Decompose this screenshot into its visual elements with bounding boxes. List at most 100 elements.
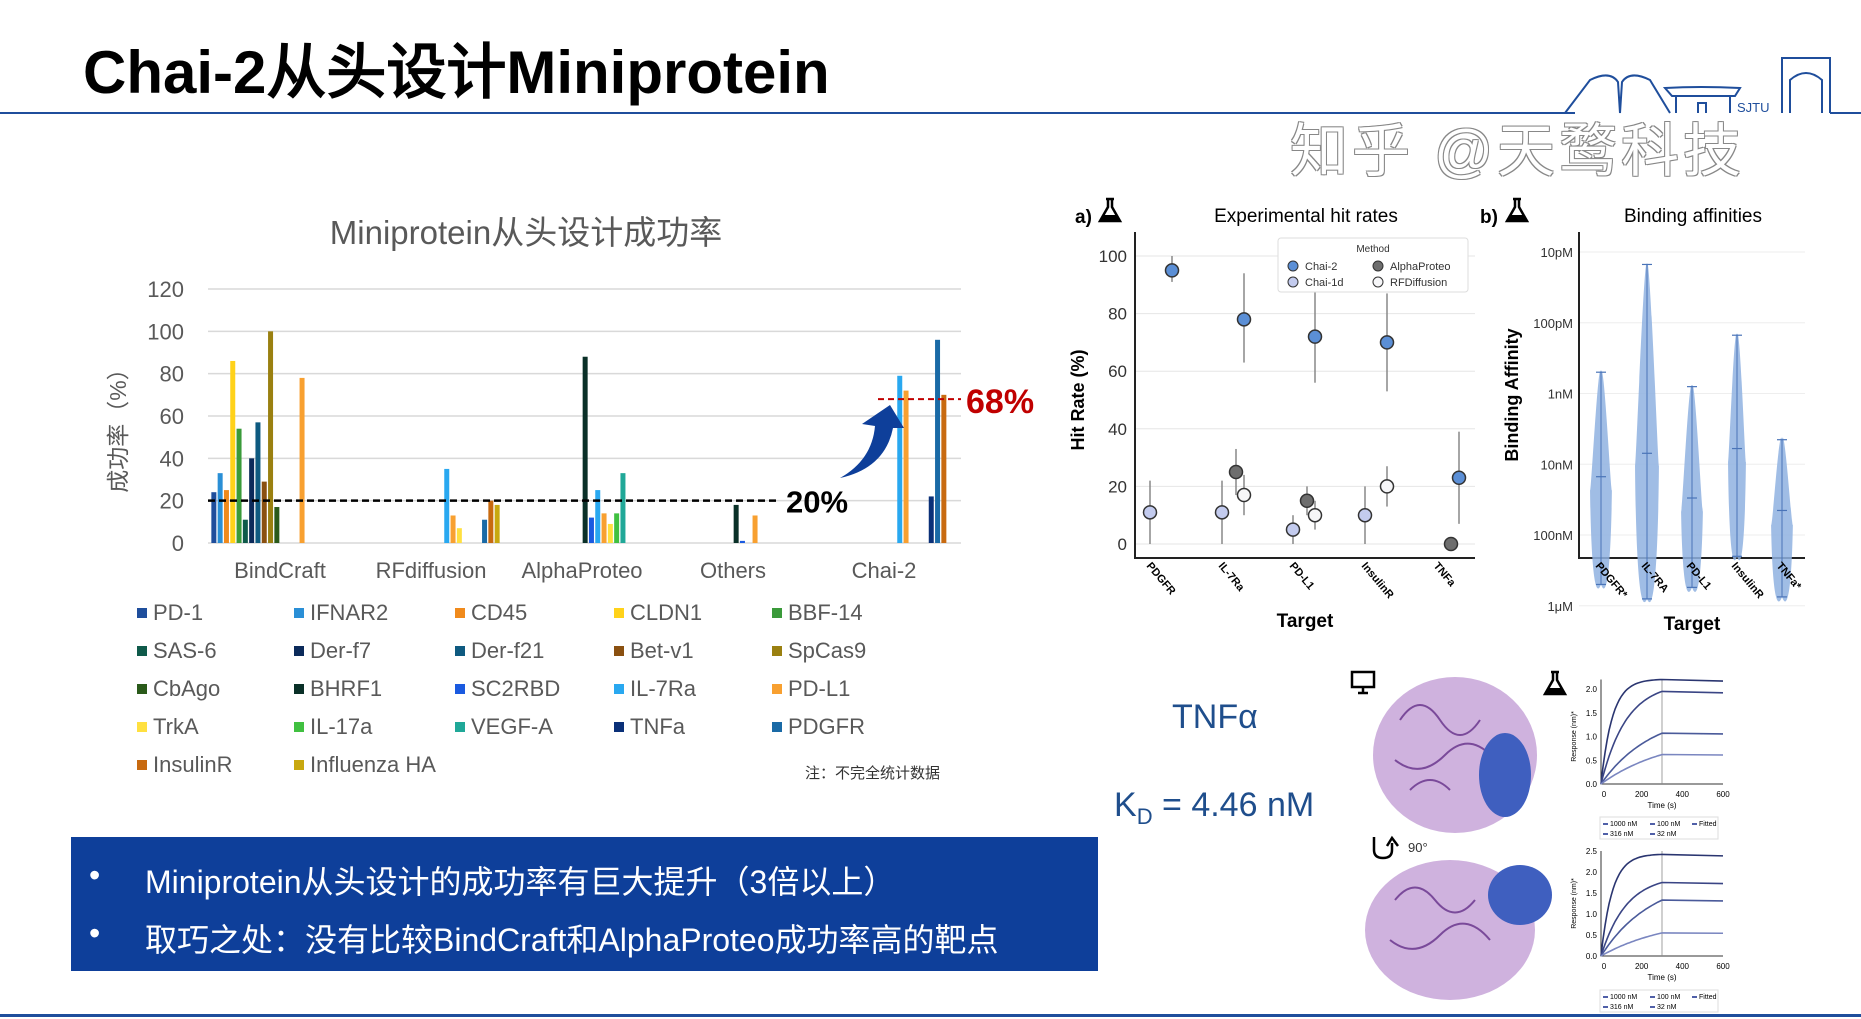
legend-label: 32 nM: [1657, 831, 1677, 838]
response-curve: [1600, 732, 1724, 785]
legend-swatch: [137, 684, 147, 694]
point-chai-2: [1164, 263, 1180, 278]
legend-label: Chai-1d: [1305, 277, 1344, 289]
x-category-label: Others: [700, 558, 766, 583]
legend-label: Chai-2: [1305, 261, 1337, 273]
x-axis-label: Target: [1664, 614, 1721, 635]
x-category-label: RFdiffusion: [376, 558, 487, 583]
y-tick-label: 2.0: [1586, 685, 1598, 694]
hit-rate-chart: a) Experimental hit rates 0 20 40 60 80 100 Hit …: [1068, 197, 1475, 632]
bar-sc2rbd: [739, 540, 745, 543]
bar-bhrf1: [733, 504, 739, 543]
legend-label: Influenza HA: [310, 752, 436, 777]
x-tick-label: InsulinR: [1359, 560, 1396, 601]
legend-label: Fitted: [1699, 821, 1717, 828]
x-category-label: Chai-2: [852, 558, 917, 583]
flask-liquid: [1545, 688, 1565, 694]
legend-label: CLDN1: [630, 600, 703, 625]
response-curve: [1600, 678, 1724, 785]
y-tick-label: 20: [1108, 477, 1127, 496]
bullet-item: • 取巧之处：没有比较BindCraft和AlphaProteo成功率高的靶点: [89, 915, 999, 961]
legend-label: PD-L1: [788, 676, 851, 701]
legend-title: Method: [1356, 244, 1389, 255]
point-alphaproteo: [1299, 493, 1315, 509]
y-tick-label: 80: [1108, 305, 1127, 324]
kd-symbol: K: [1114, 786, 1137, 824]
legend-label: RFDiffusion: [1390, 277, 1447, 289]
response-curve: [1600, 881, 1724, 957]
y-tick-label: 1nM: [1548, 387, 1573, 402]
y-tick-label: 0.0: [1586, 780, 1598, 789]
legend-label: Bet-v1: [630, 638, 694, 663]
point-chai-1d: [1357, 507, 1373, 523]
point-chai-1d: [1214, 505, 1230, 520]
bar-bet-v1: [261, 481, 267, 543]
y-tick-label: 1.0: [1586, 910, 1598, 919]
legend-label: InsulinR: [153, 752, 233, 777]
bar-pdgfr: [482, 519, 488, 543]
legend-swatch: [455, 646, 465, 656]
x-tick-label: 200: [1635, 962, 1649, 971]
y-tick-label: 0: [1118, 535, 1127, 554]
legend-item: InsulinR: [137, 752, 232, 778]
legend-label: 1000 nM: [1610, 821, 1637, 828]
y-tick-label: 100pM: [1533, 316, 1573, 331]
bar-der-f21: [255, 422, 261, 543]
flask-liquid: [1507, 215, 1527, 221]
legend-marker: [1372, 260, 1384, 272]
point-rfdiffusion: [1379, 479, 1395, 494]
legend-label: SpCas9: [788, 638, 867, 663]
legend-box: [1599, 989, 1719, 1013]
legend-swatch: [772, 608, 782, 618]
bar-pd-l1: [299, 377, 305, 543]
legend-label: TrkA: [153, 714, 199, 739]
legend-label: CbAgo: [153, 676, 221, 701]
kd-number: = 4.46 nM: [1152, 786, 1315, 824]
legend-item: BHRF1: [294, 676, 382, 702]
axes: [1578, 232, 1805, 559]
legend-marker: [1287, 260, 1299, 272]
legend-item: CLDN1: [614, 600, 702, 626]
x-axis-label: Target: [1277, 611, 1334, 632]
bar-il-7ra: [444, 468, 450, 543]
legend-swatch: [294, 608, 304, 618]
kd-value: KD = 4.46 nM: [1114, 786, 1314, 830]
legend-item: Der-f7: [294, 638, 371, 664]
bar-pd-l1: [601, 513, 607, 543]
bar-influenza-ha: [494, 504, 500, 543]
bar-pd-l1: [903, 390, 909, 543]
legend-label: 100 nM: [1657, 994, 1681, 1001]
legend-label: 1000 nM: [1610, 994, 1637, 1001]
y-tick-label: 1μM: [1547, 599, 1573, 614]
protein-structures: 90°: [1350, 670, 1552, 1000]
legend-label: 32 nM: [1657, 1004, 1677, 1011]
legend-swatch: [137, 646, 147, 656]
legend-item: Influenza HA: [294, 752, 436, 778]
x-tick-label: 0: [1602, 790, 1607, 799]
legend-swatch: [294, 646, 304, 656]
bar-cd45: [223, 490, 229, 543]
point-rfdiffusion: [1236, 487, 1252, 503]
legend-item: VEGF-A: [455, 714, 553, 740]
response-curve: [1600, 690, 1724, 785]
x-tick-label: TNFa: [1431, 560, 1458, 589]
legend-box: [1599, 816, 1719, 840]
y-tick-label: 0: [172, 531, 184, 556]
legend-swatch: [614, 684, 624, 694]
x-tick-label: PDGFR: [1144, 560, 1178, 597]
legend-label: PD-1: [153, 600, 204, 625]
point-alphaproteo: [1228, 464, 1244, 480]
legend-label: SC2RBD: [471, 676, 561, 701]
legend-item: PDGFR: [772, 714, 865, 740]
point-chai-2: [1236, 312, 1252, 327]
legend-label: TNFa: [630, 714, 685, 739]
y-axis-label: Response (nm)*: [1571, 711, 1578, 762]
y-tick-label: 80: [160, 362, 184, 387]
bar-tnfa: [928, 496, 934, 543]
y-tick-label: 100: [1099, 247, 1127, 266]
point-chai-1d: [1142, 505, 1158, 520]
legend-swatch: [137, 722, 147, 732]
watermark: 知乎 @天鹜科技: [1290, 119, 1745, 184]
legend-label: IL-17a: [310, 714, 373, 739]
bullet-text: 取巧之处：没有比较BindCraft和AlphaProteo成功率高的靶点: [145, 922, 999, 958]
